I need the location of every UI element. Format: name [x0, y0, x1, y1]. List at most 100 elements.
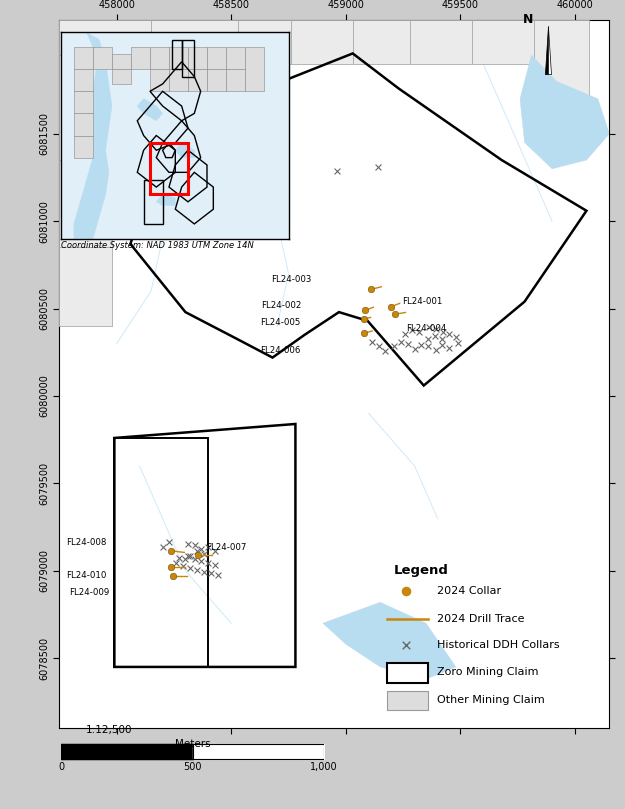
Point — [166, 561, 176, 574]
Point — [451, 331, 461, 344]
Polygon shape — [546, 27, 549, 74]
Point — [409, 342, 419, 355]
Point — [168, 570, 178, 582]
Point — [196, 543, 206, 556]
Point — [185, 561, 195, 574]
Point — [196, 555, 206, 568]
Point — [158, 540, 168, 553]
Point — [360, 304, 370, 317]
Text: FL24-006: FL24-006 — [260, 345, 301, 354]
Text: Legend: Legend — [394, 564, 449, 577]
Polygon shape — [59, 160, 112, 248]
Polygon shape — [59, 248, 112, 326]
Point — [374, 340, 384, 353]
Polygon shape — [151, 20, 238, 99]
Bar — [226, 70, 245, 91]
Text: FL24-002: FL24-002 — [261, 301, 301, 310]
Bar — [74, 47, 93, 70]
Point — [437, 332, 447, 345]
Text: Historical DDH Collars: Historical DDH Collars — [438, 640, 560, 650]
Point — [444, 341, 454, 354]
Bar — [150, 143, 188, 194]
Polygon shape — [238, 20, 291, 64]
Text: 0: 0 — [58, 762, 64, 773]
Text: FL24-009: FL24-009 — [69, 588, 109, 598]
Bar — [114, 438, 208, 667]
Point — [366, 283, 376, 296]
Polygon shape — [74, 32, 112, 239]
Text: FL24-004: FL24-004 — [406, 324, 447, 332]
Text: Coordinate System: NAD 1983 UTM Zone 14N: Coordinate System: NAD 1983 UTM Zone 14N — [61, 241, 254, 250]
Polygon shape — [520, 55, 609, 169]
Bar — [131, 47, 150, 70]
Bar — [93, 47, 112, 70]
Point — [185, 549, 195, 562]
Point — [414, 326, 424, 339]
Polygon shape — [138, 99, 162, 121]
Bar — [112, 54, 131, 70]
Polygon shape — [472, 20, 534, 64]
Point — [181, 553, 191, 566]
Text: 1:12,500: 1:12,500 — [86, 725, 132, 735]
Text: 2024 Collar: 2024 Collar — [438, 587, 501, 596]
Point — [380, 344, 390, 357]
Bar — [74, 91, 93, 113]
Point — [444, 328, 454, 341]
Text: 500: 500 — [183, 762, 202, 773]
Point — [193, 549, 203, 561]
Point — [416, 339, 426, 352]
Point — [206, 567, 216, 580]
Point — [199, 565, 209, 578]
Point — [182, 537, 192, 550]
Polygon shape — [352, 20, 410, 64]
Bar — [74, 136, 93, 158]
Polygon shape — [323, 602, 456, 680]
Point — [408, 324, 418, 337]
Text: Meters: Meters — [175, 739, 210, 749]
Point — [401, 585, 411, 598]
Bar — [188, 47, 207, 70]
Bar — [150, 47, 169, 70]
Point — [424, 320, 434, 333]
Point — [453, 337, 463, 349]
Text: FL24-007: FL24-007 — [206, 543, 247, 552]
Text: Other Mining Claim: Other Mining Claim — [438, 695, 545, 705]
Text: 1,000: 1,000 — [310, 762, 338, 773]
Point — [203, 540, 213, 553]
Polygon shape — [549, 27, 551, 74]
Bar — [388, 663, 428, 683]
Point — [182, 549, 192, 562]
Point — [203, 557, 213, 570]
Point — [210, 558, 220, 571]
Point — [166, 544, 176, 557]
Bar — [207, 47, 226, 70]
Point — [401, 638, 411, 651]
Text: FL24-001: FL24-001 — [402, 297, 442, 306]
Polygon shape — [410, 20, 472, 64]
Point — [389, 340, 399, 353]
Point — [396, 336, 406, 349]
Point — [192, 544, 202, 557]
Bar — [169, 47, 188, 70]
Point — [431, 343, 441, 356]
Point — [332, 165, 342, 178]
Point — [368, 336, 378, 349]
Polygon shape — [59, 20, 151, 55]
Point — [437, 339, 447, 352]
Point — [178, 560, 188, 573]
Bar — [207, 70, 226, 91]
Bar — [388, 691, 428, 710]
Text: FL24-010: FL24-010 — [66, 571, 107, 580]
Point — [359, 312, 369, 325]
Bar — [169, 70, 188, 91]
Point — [164, 536, 174, 549]
Polygon shape — [59, 55, 112, 160]
Polygon shape — [175, 143, 194, 158]
Point — [431, 322, 441, 335]
Text: FL24-005: FL24-005 — [260, 318, 301, 327]
Bar — [112, 70, 131, 84]
Point — [401, 328, 411, 341]
Point — [171, 557, 181, 570]
Text: FL24-008: FL24-008 — [66, 538, 107, 547]
Text: N: N — [523, 14, 533, 27]
